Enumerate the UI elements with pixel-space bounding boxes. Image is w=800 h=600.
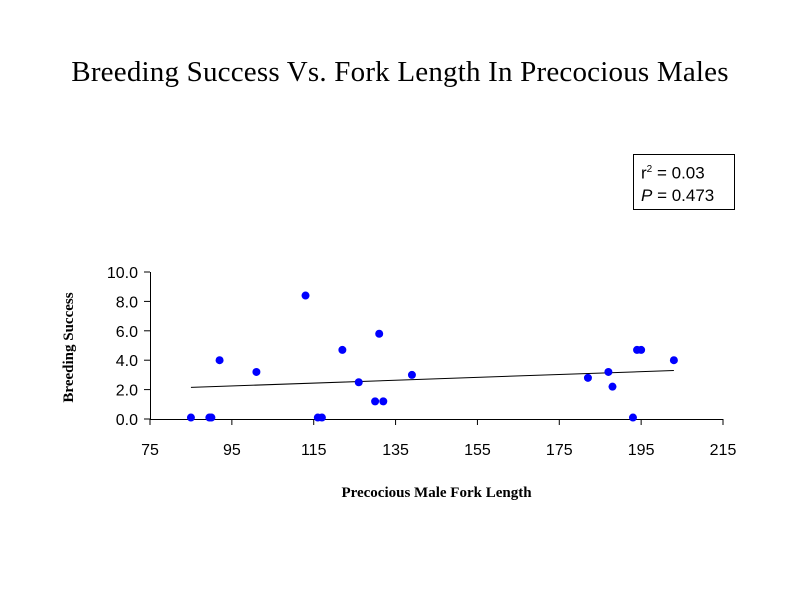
p-value-line: P = 0.473 <box>641 185 734 207</box>
y-tick-label: 10.0 <box>107 265 138 282</box>
data-point <box>407 370 416 379</box>
data-point <box>301 291 310 300</box>
y-tick-label: 8.0 <box>116 294 138 311</box>
data-point <box>628 413 637 422</box>
y-tick-label: 0.0 <box>116 412 138 429</box>
r-squared-superscript: 2 <box>646 164 653 175</box>
data-point <box>317 413 326 422</box>
x-axis-title: Precocious Male Fork Length <box>341 485 532 501</box>
x-tick-label: 215 <box>710 442 737 459</box>
p-value: = 0.473 <box>652 185 715 205</box>
trendline-layer <box>190 369 674 388</box>
y-ticks: 0.0 2.0 4.0 6.0 8.0 10.0 <box>107 265 150 429</box>
data-point <box>583 373 592 382</box>
data-point <box>669 356 678 365</box>
x-tick-label: 195 <box>628 442 655 459</box>
data-point <box>207 413 216 422</box>
data-point <box>637 345 646 354</box>
data-point <box>608 382 617 391</box>
r-squared-prefix: r <box>641 163 647 183</box>
data-point <box>371 397 380 406</box>
x-tick-label: 135 <box>382 442 409 459</box>
chart-title: Breeding Success Vs. Fork Length In Prec… <box>71 56 729 88</box>
stats-annotation-box: r2 = 0.03 P = 0.473 <box>633 154 735 210</box>
data-point <box>338 345 347 354</box>
data-point <box>186 413 195 422</box>
x-tick-label: 95 <box>223 442 241 459</box>
data-point <box>604 367 613 376</box>
y-tick-label: 6.0 <box>116 324 138 341</box>
r-squared-value: = 0.03 <box>652 163 705 183</box>
p-label: P <box>641 185 653 205</box>
data-point <box>252 367 261 376</box>
x-ticks: 75 95 115 135 155 175 195 215 <box>141 419 736 459</box>
data-points <box>186 291 678 422</box>
trendline <box>190 369 674 388</box>
data-point <box>375 329 384 338</box>
y-tick-label: 2.0 <box>116 383 138 400</box>
x-tick-label: 115 <box>301 442 327 459</box>
data-point <box>354 378 363 387</box>
y-axis-title: Breeding Success <box>61 292 77 402</box>
data-point <box>379 397 388 406</box>
r-squared-line: r2 = 0.03 <box>641 159 734 185</box>
x-tick-label: 155 <box>464 442 491 459</box>
x-tick-label: 175 <box>546 442 573 459</box>
data-point <box>215 356 224 365</box>
y-tick-label: 4.0 <box>116 353 138 370</box>
x-tick-label: 75 <box>141 442 159 459</box>
